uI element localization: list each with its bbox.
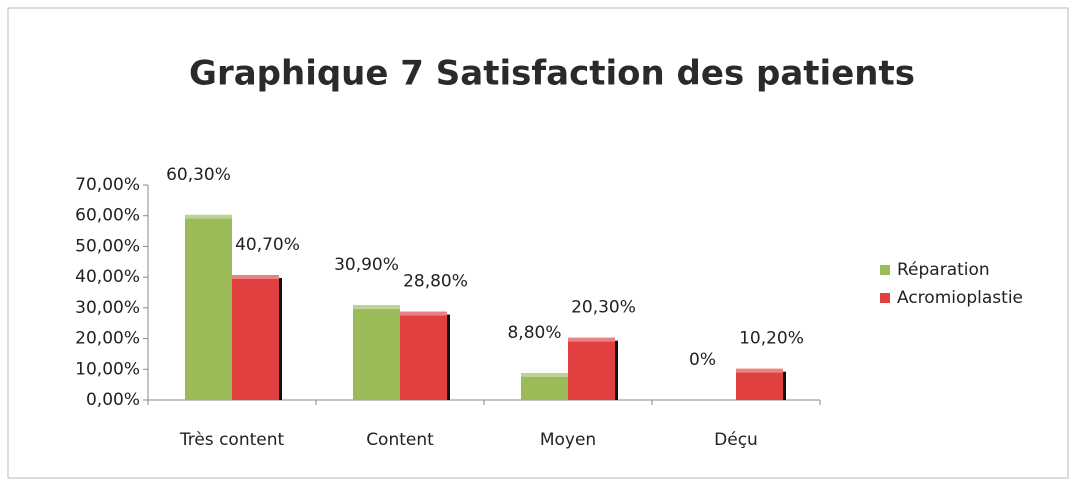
bar [400,311,447,400]
y-tick-label: 60,00% [75,206,140,226]
y-tick-label: 40,00% [75,267,140,287]
y-tick-label: 10,00% [75,359,140,379]
data-label: 30,90% [334,255,399,275]
bar [736,368,783,400]
y-tick-label: 30,00% [75,298,140,318]
y-tick-label: 20,00% [75,329,140,349]
x-tick-label: Très content [179,430,285,450]
bar-highlight [232,274,279,279]
bar-highlight [400,311,447,316]
bar [232,274,279,400]
bar-highlight [185,214,232,219]
bar-highlight [568,337,615,342]
bar [353,305,400,400]
x-tick-label: Déçu [714,430,758,450]
bar-shadow [446,314,450,400]
data-label: 8,80% [507,323,561,343]
y-tick-label: 0,00% [86,390,140,410]
y-tick-label: 70,00% [75,175,140,195]
data-label: 28,80% [403,272,468,292]
bar [568,337,615,400]
bar-highlight [353,305,400,310]
chart-title: Graphique 7 Satisfaction des patients [189,54,915,94]
legend-swatch [880,293,890,303]
y-tick-label: 50,00% [75,236,140,256]
legend-label: Réparation [897,260,990,280]
data-label: 40,70% [235,235,300,255]
data-label: 10,20% [739,329,804,349]
bar-shadow [614,340,618,400]
legend-swatch [880,265,890,275]
bar-highlight [521,372,568,377]
data-label: 20,30% [571,298,636,318]
data-label: 0% [689,350,716,370]
x-tick-label: Moyen [540,430,596,450]
legend-label: Acromioplastie [897,288,1023,308]
bar [521,372,568,400]
bar-shadow [782,371,786,400]
bar-highlight [736,368,783,373]
x-tick-label: Content [366,430,434,450]
bar-shadow [278,277,282,400]
bar [185,214,232,400]
data-label: 60,30% [166,165,231,185]
